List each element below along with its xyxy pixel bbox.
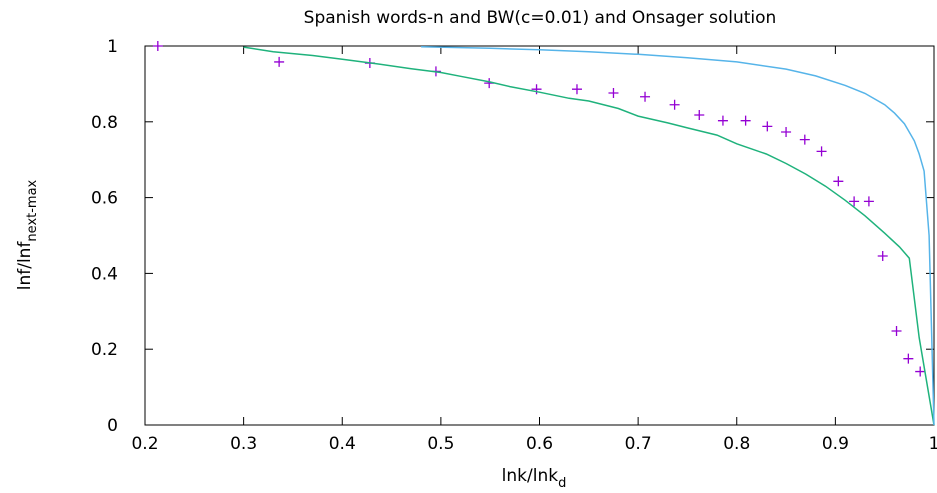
data-point bbox=[740, 115, 751, 126]
y-axis-label-sub: next-max bbox=[25, 179, 40, 241]
data-point bbox=[781, 127, 792, 138]
x-tick-label: 0.8 bbox=[723, 434, 750, 454]
y-tick-label: 0.4 bbox=[91, 264, 118, 284]
data-point bbox=[571, 84, 582, 95]
x-axis-label-sub: d bbox=[558, 476, 566, 491]
x-tick-label: 0.6 bbox=[526, 434, 553, 454]
data-point bbox=[152, 41, 163, 51]
chart-title: Spanish words-n and BW(c=0.01) and Onsag… bbox=[304, 8, 777, 28]
y-axis-label: lnf/lnfnext-max bbox=[15, 179, 40, 290]
data-point bbox=[669, 99, 680, 110]
x-tick-label: 0.3 bbox=[230, 434, 257, 454]
x-axis-label-base: lnk/lnk bbox=[502, 466, 559, 486]
data-point bbox=[694, 109, 705, 120]
x-tick-label: 0.5 bbox=[427, 434, 454, 454]
data-point bbox=[877, 250, 888, 261]
series-layer bbox=[152, 41, 935, 426]
plot-frame bbox=[144, 45, 935, 426]
x-tick-label: 0.7 bbox=[625, 434, 652, 454]
y-axis-label-base: lnf/lnf bbox=[15, 241, 35, 291]
data-point bbox=[849, 196, 860, 207]
x-axis-label: lnk/lnkd bbox=[502, 466, 567, 491]
data-point bbox=[915, 366, 926, 377]
series-line-1 bbox=[243, 46, 935, 426]
x-tick-label: 0.4 bbox=[329, 434, 356, 454]
data-point bbox=[903, 353, 914, 364]
data-point bbox=[816, 146, 827, 157]
x-axis: 0.2 0.3 0.4 0.5 0.6 0.7 0.8 0.9 1 bbox=[131, 46, 937, 454]
y-tick-label: 0.6 bbox=[91, 189, 118, 209]
y-tick-label: 0.2 bbox=[91, 340, 118, 360]
data-point bbox=[891, 326, 902, 337]
data-point bbox=[863, 196, 874, 207]
data-point bbox=[799, 134, 810, 145]
data-point bbox=[640, 91, 651, 102]
plot-border bbox=[144, 45, 935, 426]
data-point bbox=[531, 84, 542, 95]
y-tick-label: 0 bbox=[107, 416, 118, 436]
data-point bbox=[274, 56, 285, 67]
x-tick-label: 0.9 bbox=[822, 434, 849, 454]
x-tick-label: 1 bbox=[929, 434, 937, 454]
y-axis: 0 0.2 0.4 0.6 0.8 1 bbox=[91, 37, 934, 436]
data-point bbox=[717, 115, 728, 126]
y-tick-label: 1 bbox=[107, 37, 118, 57]
data-point bbox=[762, 121, 773, 132]
series-line-2 bbox=[421, 46, 935, 426]
data-point bbox=[833, 176, 844, 187]
y-tick-label: 0.8 bbox=[91, 113, 118, 133]
data-point bbox=[608, 87, 619, 98]
x-tick-label: 0.2 bbox=[131, 434, 158, 454]
series-scatter-0 bbox=[152, 41, 926, 377]
